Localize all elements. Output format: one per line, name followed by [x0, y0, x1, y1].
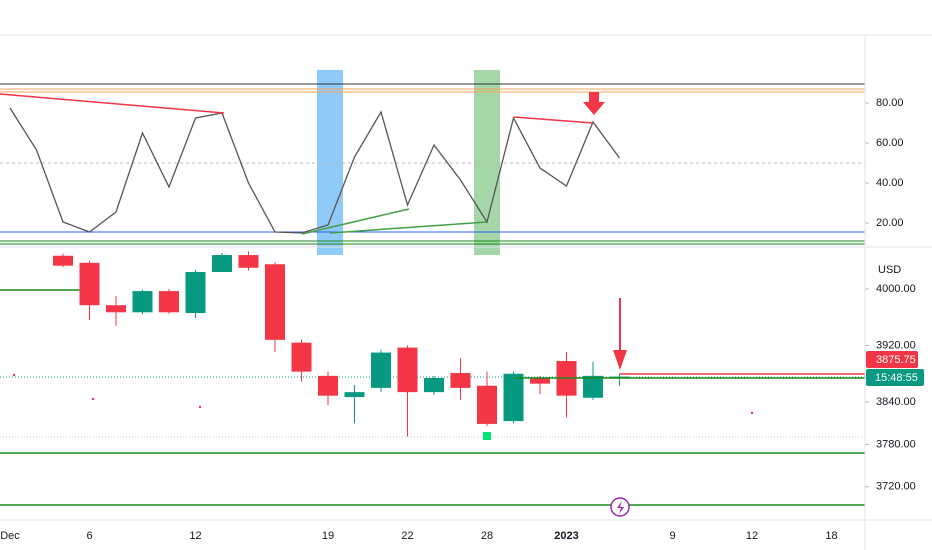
candle-body — [477, 385, 497, 424]
y-tick-label: 3780.00 — [876, 438, 916, 450]
y-tick-label: 40.00 — [876, 177, 904, 189]
arrow-down — [613, 298, 627, 370]
x-tick-label: 2023 — [554, 530, 578, 542]
y-tick-label: 80.00 — [876, 97, 904, 109]
candle-body — [132, 291, 153, 313]
x-tick-label: Dec — [0, 530, 20, 542]
candle-body — [424, 377, 444, 393]
dot — [12, 373, 16, 377]
trend-line — [301, 208, 410, 235]
marker — [483, 432, 491, 440]
candle-body — [212, 255, 232, 273]
axis-label: USD — [878, 264, 901, 276]
dot — [91, 397, 95, 401]
candle-body — [79, 262, 100, 306]
candle-body — [291, 342, 312, 372]
last-price-tag — [866, 351, 918, 368]
oscillator-line — [9, 107, 621, 234]
x-tick-label: 19 — [322, 530, 334, 542]
candle-body — [503, 373, 524, 422]
candle-body — [397, 347, 418, 393]
x-tick-label: 18 — [825, 530, 837, 542]
candle-body — [265, 264, 285, 340]
trend-line — [0, 93, 225, 114]
candle-body — [53, 255, 73, 266]
candle-body — [318, 375, 338, 396]
oscillator-layer — [9, 107, 621, 234]
x-tick-label: 6 — [86, 530, 92, 542]
candle-body — [106, 305, 126, 313]
dot — [198, 405, 202, 409]
candle-body — [185, 272, 206, 313]
candle-layer — [53, 251, 630, 437]
candle-body — [344, 392, 365, 398]
candle-body — [371, 352, 391, 388]
y-tick-label: 60.00 — [876, 137, 904, 149]
y-tick-label: 3920.00 — [876, 339, 916, 351]
last-price-label: 3875.75 — [876, 354, 916, 366]
candle-body — [530, 377, 550, 384]
countdown-tag — [866, 369, 924, 386]
candle-body — [238, 255, 259, 268]
arrow-down — [583, 92, 605, 115]
x-tick-label: 28 — [481, 530, 493, 542]
countdown-label: 15:48:55 — [875, 372, 918, 384]
y-tick-label: 3840.00 — [876, 396, 916, 408]
x-tick-label: 9 — [669, 530, 675, 542]
candle-body — [159, 291, 179, 313]
y-tick-label: 4000.00 — [876, 283, 916, 295]
candle-body — [583, 375, 603, 398]
trend-line — [329, 221, 488, 234]
dot — [750, 411, 754, 415]
x-tick-label: 12 — [189, 530, 201, 542]
event-icon-bolt — [617, 501, 624, 514]
x-tick-label: 22 — [401, 530, 413, 542]
candle-body — [609, 376, 630, 378]
y-tick-label: 3720.00 — [876, 481, 916, 493]
x-tick-label: 12 — [746, 530, 758, 542]
candle-body — [450, 373, 471, 388]
y-tick-label: 20.00 — [876, 217, 904, 229]
trend-line — [513, 116, 594, 124]
